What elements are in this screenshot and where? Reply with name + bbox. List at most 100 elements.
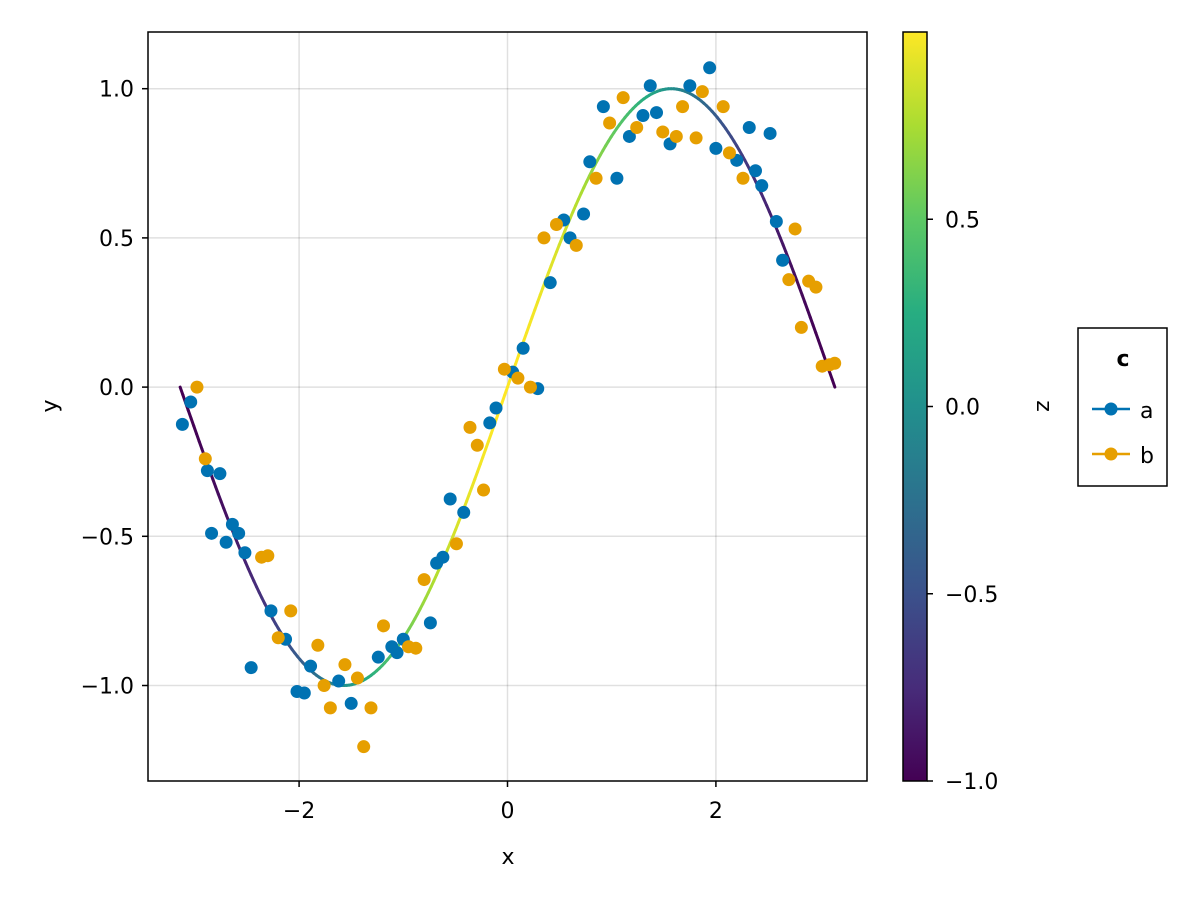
scatter-point-a [764, 127, 777, 140]
scatter-point-b [284, 604, 297, 617]
scatter-point-a [776, 254, 789, 267]
scatter-point-a [490, 401, 503, 414]
legend-marker-point [1105, 403, 1118, 416]
scatter-point-a [483, 416, 496, 429]
scatter-point-b [261, 549, 274, 562]
legend-label: a [1140, 399, 1153, 424]
scatter-point-b [351, 672, 364, 685]
scatter-point-b [524, 381, 537, 394]
scatter-point-a [583, 155, 596, 168]
scatter-point-b [364, 701, 377, 714]
colorbar-gradient [903, 32, 927, 781]
scatter-point-b [498, 363, 511, 376]
scatter-point-a [644, 79, 657, 92]
scatter-point-a [755, 179, 768, 192]
scatter-point-b [377, 619, 390, 632]
scatter-point-b [789, 222, 802, 235]
scatter-point-a [213, 467, 226, 480]
scatter-point-b [590, 172, 603, 185]
scatter-point-b [190, 381, 203, 394]
legend: c a b [1078, 328, 1167, 486]
scatter-point-a [372, 651, 385, 664]
scatter-point-a [444, 493, 457, 506]
scatter-point-b [311, 639, 324, 652]
scatter-point-a [544, 276, 557, 289]
scatter-point-a [201, 464, 214, 477]
scatter-point-a [205, 527, 218, 540]
colorbar: −1.0 −0.5 0.0 0.5 z [903, 32, 1056, 795]
scatter-point-b [338, 658, 351, 671]
legend-marker-point [1105, 448, 1118, 461]
scatter-point-a [517, 342, 530, 355]
scatter-point-a [220, 536, 233, 549]
scatter-point-b [199, 452, 212, 465]
colorbar-tick-label: 0.5 [945, 208, 980, 233]
scatter-point-a [184, 396, 197, 409]
colorbar-tick-label: −1.0 [945, 770, 998, 795]
scatter-point-b [418, 573, 431, 586]
scatter-point-b [537, 231, 550, 244]
scatter-point-a [391, 646, 404, 659]
scatter-point-a [332, 675, 345, 688]
scatter-point-a [232, 527, 245, 540]
y-axis-label: y [38, 399, 63, 412]
scatter-point-b [782, 273, 795, 286]
scatter-point-b [676, 100, 689, 113]
scatter-point-b [723, 146, 736, 159]
scatter-point-a [298, 686, 311, 699]
scatter-point-a [703, 61, 716, 74]
scatter-point-b [696, 85, 709, 98]
scatter-point-a [304, 660, 317, 673]
colorbar-tick-label: −0.5 [945, 583, 998, 608]
scatter-point-a [345, 697, 358, 710]
scatter-point-a [577, 208, 590, 221]
scatter-point-b [409, 642, 422, 655]
scatter-point-a [245, 661, 258, 674]
scatter-point-a [709, 142, 722, 155]
x-tick-label: 0 [501, 799, 515, 824]
scatter-point-a [597, 100, 610, 113]
scatter-point-a [264, 604, 277, 617]
scatter-point-a [650, 106, 663, 119]
scatter-point-b [809, 281, 822, 294]
scatter-point-b [617, 91, 630, 104]
scatter-point-b [656, 125, 669, 138]
scatter-point-a [424, 616, 437, 629]
scatter-point-b [795, 321, 808, 334]
scatter-point-a [749, 164, 762, 177]
scatter-point-b [511, 372, 524, 385]
y-tick-label: 0.0 [99, 376, 134, 401]
scatter-point-b [670, 130, 683, 143]
scatter-point-a [743, 121, 756, 134]
scatter-point-b [471, 439, 484, 452]
x-tick-label: 2 [709, 799, 723, 824]
y-tick-label: 0.5 [99, 227, 134, 252]
scatter-point-a [610, 172, 623, 185]
scatter-point-a [238, 546, 251, 559]
colorbar-ticks: −1.0 −0.5 0.0 0.5 [927, 208, 998, 795]
scatter-point-b [736, 172, 749, 185]
scatter-point-b [570, 239, 583, 252]
scatter-point-b [828, 357, 841, 370]
colorbar-label: z [1031, 400, 1056, 412]
x-axis-ticks: −2 0 2 [283, 781, 723, 824]
scatter-point-a [176, 418, 189, 431]
scatter-point-b [318, 679, 331, 692]
y-tick-label: −1.0 [81, 675, 134, 700]
scatter-point-b [450, 537, 463, 550]
scatter-point-b [357, 740, 370, 753]
colorbar-tick-label: 0.0 [945, 396, 980, 421]
scatter-point-a [436, 551, 449, 564]
legend-title: c [1116, 347, 1129, 372]
x-tick-label: −2 [283, 799, 315, 824]
scatter-point-b [717, 100, 730, 113]
scatter-point-b [477, 484, 490, 497]
scatter-point-b [272, 631, 285, 644]
scatter-point-b [603, 117, 616, 130]
scatter-point-a [636, 109, 649, 122]
scatter-point-a [683, 79, 696, 92]
scatter-point-a [770, 215, 783, 228]
